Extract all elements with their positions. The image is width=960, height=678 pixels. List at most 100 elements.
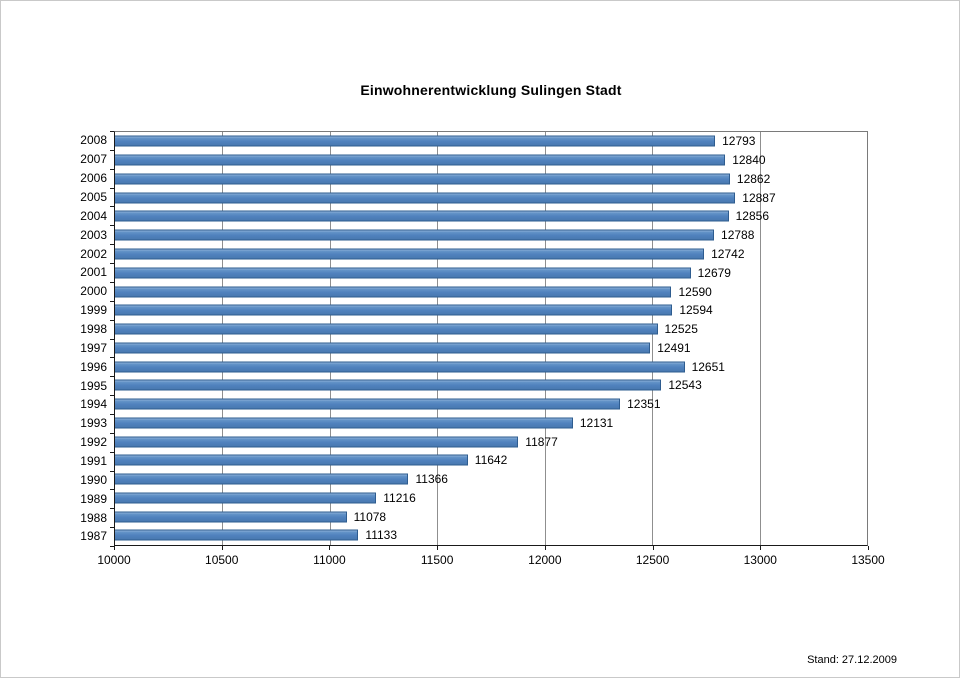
y-axis-tick [110,508,114,509]
y-axis-label: 2001 [80,265,107,280]
x-axis-tick [222,546,223,550]
gridline [652,132,654,545]
bar-row-2003: 12788 [115,226,867,245]
x-axis-tick [545,546,546,550]
y-axis-tick [110,452,114,453]
bar-row-1987: 11133 [115,526,867,545]
x-axis-tick [760,546,761,550]
x-axis-tick-label: 11500 [420,553,454,567]
y-axis-label: 1993 [80,416,107,431]
y-axis-tick [110,263,114,264]
bar-value-label: 11133 [365,528,398,543]
y-axis-label: 1987 [80,529,107,544]
bar-1990 [115,473,409,485]
gridline [544,132,546,545]
bar-row-1993: 12131 [115,413,867,432]
y-axis-tick [110,376,114,377]
bar-row-2000: 12590 [115,282,867,301]
bar-row-1991: 11642 [115,451,867,470]
bar-1995 [115,379,662,391]
y-axis: 2008 2007 2006 2005 2004 2003 2002 2001 2000 1999… [1,131,107,546]
y-axis-tick [110,471,114,472]
bar-1999 [115,304,673,316]
x-axis-tick [868,546,869,550]
bar-row-1997: 12491 [115,338,867,357]
bar-1997 [115,342,651,354]
y-axis-tick [110,489,114,490]
y-axis-tick [110,527,114,528]
bar-row-1999: 12594 [115,301,867,320]
bar-row-1988: 11078 [115,507,867,526]
y-axis-tick [110,320,114,321]
y-axis-label: 2003 [80,227,107,242]
chart-title: Einwohnerentwicklung Sulingen Stadt [360,82,622,98]
bar-value-label: 12742 [711,246,745,261]
bar-2007 [115,154,726,166]
bar-row-1992: 11877 [115,432,867,451]
y-axis-label: 1988 [80,510,107,525]
y-axis-label: 1996 [80,359,107,374]
bar-row-1990: 11366 [115,470,867,489]
bar-value-label: 12543 [668,378,702,393]
bar-value-label: 12856 [735,209,769,224]
y-axis-label: 1998 [80,322,107,337]
x-axis-tick [437,546,438,550]
y-axis-label: 2007 [80,152,107,167]
x-axis: 10000 10500 11000 11500 12000 12500 13000 13500 [97,553,884,569]
bar-value-label: 12491 [657,340,691,355]
y-axis-label: 1990 [80,472,107,487]
x-axis-tick-label: 10000 [97,553,131,567]
bar-row-2007: 12840 [115,151,867,170]
bar-value-label: 12840 [732,153,766,168]
y-axis-label: 2008 [80,133,107,148]
bar-row-1998: 12525 [115,320,867,339]
bar-2005 [115,192,736,204]
bar-value-label: 11642 [474,453,508,468]
bar-1989 [115,492,377,504]
x-axis-tick [329,546,330,550]
x-axis-tick-label: 13000 [743,553,777,567]
y-axis-label: 1991 [80,454,107,469]
bar-value-label: 12862 [736,171,771,186]
y-axis-label: 1997 [80,340,107,355]
gridline [759,132,761,545]
x-axis-tick-label: 11000 [313,553,346,567]
bar-row-2006: 12862 [115,170,867,189]
bar-1998 [115,323,658,335]
bar-row-2005: 12887 [115,188,867,207]
bar-row-1996: 12651 [115,357,867,376]
bar-value-label: 11366 [415,472,448,487]
bar-1992 [115,436,519,448]
y-axis-tick [110,244,114,245]
bar-2004 [115,210,729,222]
y-axis-tick [110,414,114,415]
bar-2008 [115,135,716,147]
bar-value-label: 12525 [664,322,698,337]
bar-value-label: 12788 [721,228,755,243]
x-axis-tick-label: 13500 [851,553,885,567]
bar-row-2002: 12742 [115,245,867,264]
x-axis-tick-label: 12000 [528,553,562,567]
bar-row-2001: 12679 [115,263,867,282]
bar-value-label: 12793 [722,134,756,149]
y-axis-tick [110,546,114,547]
x-axis-tick [653,546,654,550]
bar-row-2004: 12856 [115,207,867,226]
bar-value-label: 12887 [742,190,776,205]
y-axis-tick [110,395,114,396]
x-axis-tick-label: 10500 [205,553,239,567]
y-axis-label: 2005 [80,190,107,204]
bar-2003 [115,229,715,241]
gridline [222,132,224,545]
bar-1994 [115,398,621,410]
y-axis-tick [110,225,114,226]
y-axis-tick [110,282,114,283]
bar-row-1989: 11216 [115,489,867,508]
gridline [329,132,331,545]
y-axis-label: 2006 [80,171,107,186]
y-axis-tick [110,433,114,434]
y-axis-label: 2004 [80,208,107,223]
y-axis-label: 1994 [80,397,107,412]
bar-value-label: 12351 [627,397,661,412]
